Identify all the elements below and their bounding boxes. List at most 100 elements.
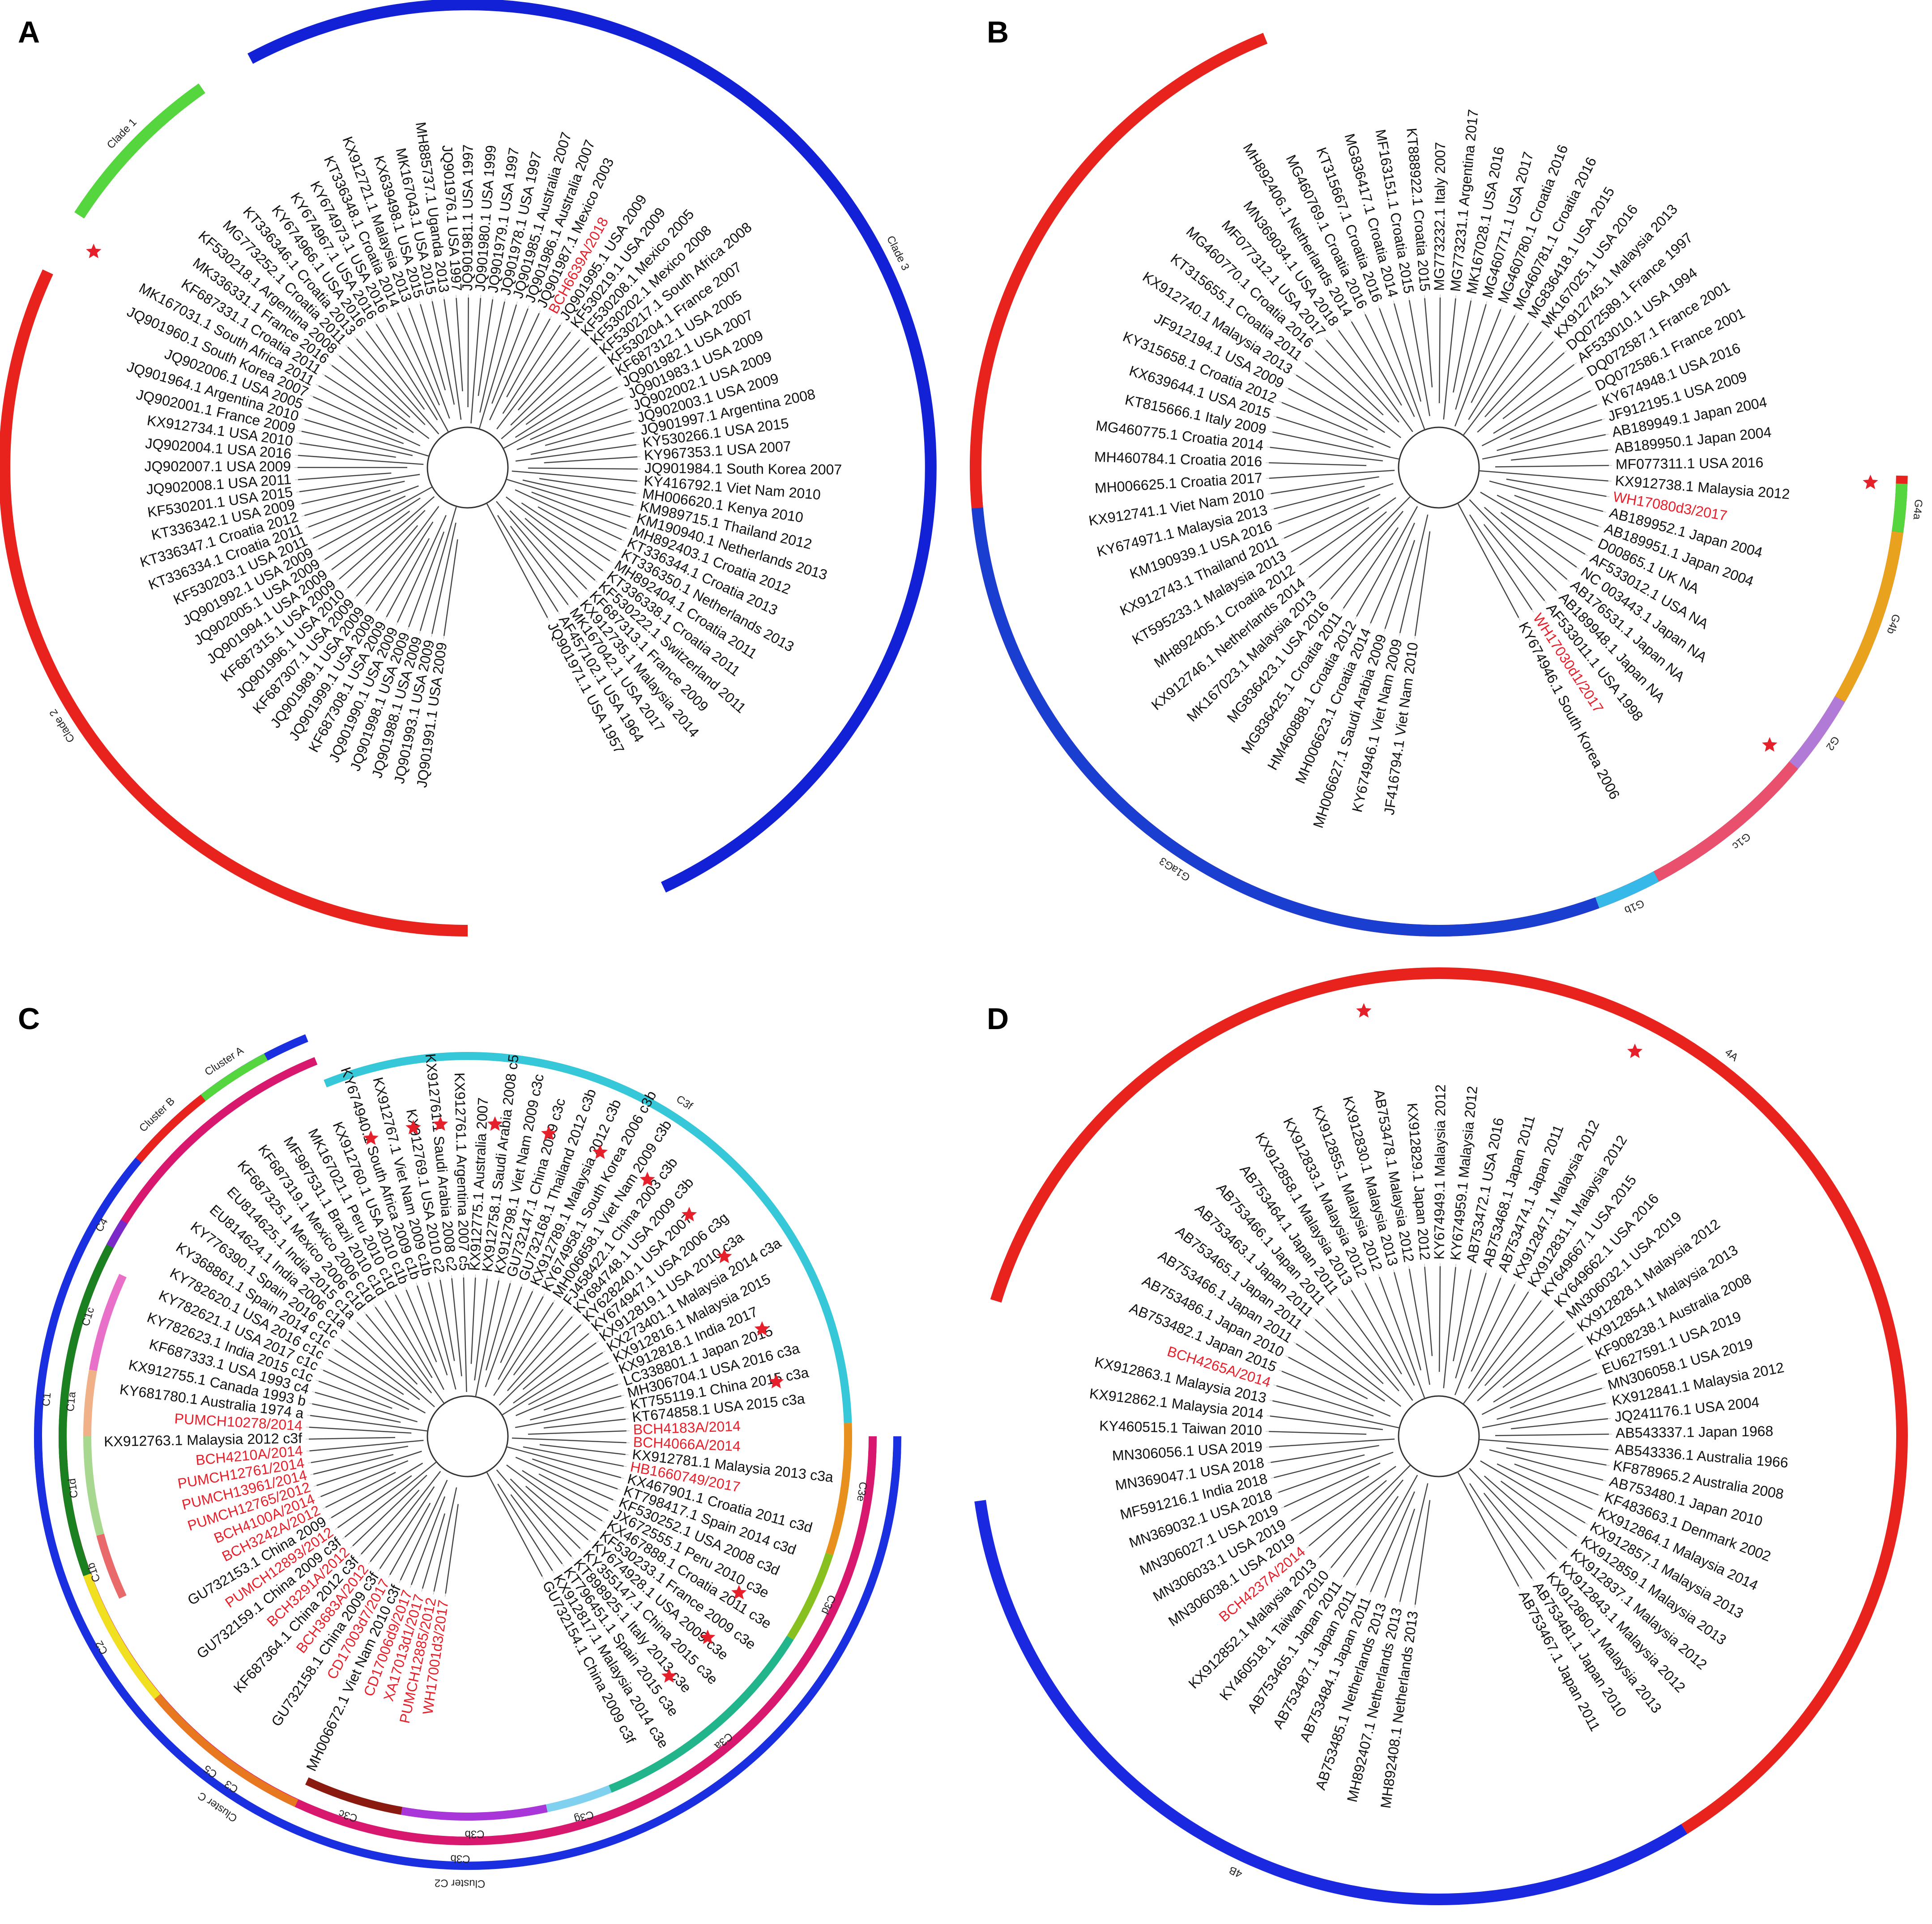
tree-branch [1424, 1267, 1433, 1356]
tree-branch [502, 324, 561, 414]
tree-branch [501, 357, 597, 439]
tree-branch [544, 456, 638, 464]
tree-branch [1457, 502, 1519, 618]
clade-label: G4b [1884, 613, 1902, 636]
tree-branch [439, 1280, 455, 1361]
tree-root-arc [1398, 1395, 1480, 1477]
tree-branch [375, 521, 434, 611]
tree-branch [348, 1330, 435, 1408]
tree-branch [1384, 540, 1416, 629]
leaf-guide [1269, 431, 1273, 433]
leaf-guide [1556, 1559, 1559, 1562]
leaf-guide [635, 493, 639, 494]
clade-arc [1835, 531, 1903, 702]
tree-branch [422, 1513, 445, 1589]
tree-branch [516, 409, 628, 451]
leaf-guide [1576, 567, 1579, 570]
leaf-label: JQ902007.1 USA 2009 [145, 458, 291, 474]
tree-branch [1468, 1291, 1529, 1389]
tree-branch [525, 1486, 589, 1541]
leaf-guide [354, 1320, 358, 1323]
tree-branch [1484, 1310, 1554, 1386]
tree-branch [1463, 1300, 1542, 1405]
leaf-guide [516, 302, 518, 305]
leaf-guide [617, 1489, 621, 1490]
leaf-guide [309, 1403, 312, 1405]
tree-branch [301, 430, 413, 456]
leaf-guide [1271, 508, 1274, 510]
tree-branch [1379, 1277, 1425, 1399]
clade-arc [83, 1436, 104, 1536]
leaf-guide [608, 1361, 612, 1363]
tree-branch [331, 365, 430, 439]
panel-label: B [987, 15, 1009, 49]
leaf-guide [621, 1477, 624, 1479]
clade-arc [83, 1369, 97, 1437]
leaf-guide [396, 622, 398, 626]
clade-arc [1653, 761, 1798, 882]
clade-label: 4B [1227, 1864, 1244, 1880]
tree-branch [1331, 1479, 1404, 1568]
tree-branch [1479, 1439, 1608, 1451]
tree-branch [1480, 1460, 1586, 1524]
tree-branch [428, 1282, 456, 1390]
tree-branch [1384, 1508, 1416, 1598]
leaf-guide [1592, 1509, 1595, 1511]
highlight-star-icon [681, 1207, 697, 1222]
tree-branch [1484, 1475, 1568, 1549]
leaf-guide [337, 353, 340, 356]
tree-branch [513, 1309, 564, 1375]
tree-branch [433, 1487, 457, 1592]
leaf-guide [1500, 1275, 1502, 1278]
leaf-guide [1297, 565, 1300, 567]
tree-branch [1272, 1400, 1400, 1429]
tree-branch [1399, 514, 1429, 634]
tree-branch [365, 1314, 432, 1394]
leaf-guide [346, 1328, 350, 1331]
leaf-label: KY674949.1 Malaysia 2012 [1431, 1084, 1449, 1260]
leaf-guide [1281, 538, 1284, 540]
tree-branch [339, 355, 410, 418]
tree-branch [501, 1352, 603, 1416]
leaf-guide [543, 1294, 545, 1297]
tree-branch [486, 502, 548, 618]
leaf-guide [1383, 629, 1386, 632]
tree-branch [408, 532, 445, 627]
tree-branch [443, 539, 458, 636]
tree-branch [1270, 1415, 1383, 1430]
clade-arc [787, 1552, 833, 1640]
tree-branch [331, 511, 410, 570]
leaf-guide [322, 373, 325, 376]
clade-arc [1595, 871, 1659, 908]
tree-branch [361, 1490, 420, 1555]
tree-branch [366, 331, 425, 410]
leaf-guide [1399, 633, 1400, 636]
leaf-guide [409, 1584, 412, 1588]
tree-branch [356, 525, 418, 597]
leaf-guide [562, 1563, 564, 1567]
tree-branch [298, 472, 392, 481]
tree-branch [486, 1471, 543, 1577]
leaf-guide [630, 516, 634, 518]
leaf-guide [342, 1537, 345, 1540]
tree-branch [444, 299, 462, 420]
leaf-guide [623, 396, 626, 399]
tree-branch [539, 478, 636, 494]
tree-branch [318, 385, 397, 430]
leaf-label: MH460784.1 Croatia 2016 [1094, 449, 1262, 470]
leaf-guide [553, 1299, 555, 1303]
tree-branch [531, 491, 627, 529]
tree-branch [397, 515, 447, 623]
leaf-guide [1553, 339, 1556, 342]
tree-branch [1480, 491, 1586, 555]
leaf-guide [539, 310, 541, 314]
leaf-guide [383, 1298, 386, 1301]
leaf-guide [1574, 362, 1577, 365]
leaf-guide [396, 310, 398, 313]
leaf-guide [306, 1451, 310, 1452]
leaf-guide [1378, 1274, 1380, 1277]
tree-branch [1438, 297, 1441, 404]
tree-branch [1453, 300, 1472, 393]
